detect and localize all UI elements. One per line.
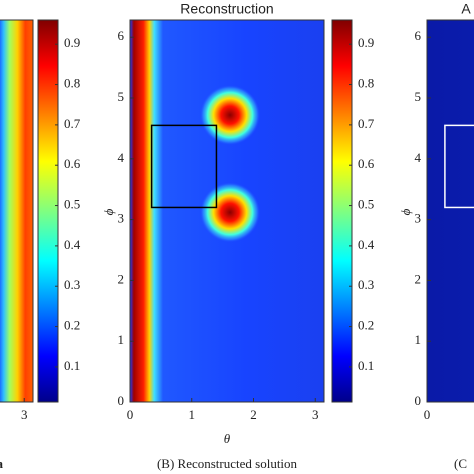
y-axis-label: ϕ — [101, 208, 116, 215]
y-tick-label: 3 — [415, 211, 422, 226]
colorbar-tick-label: 0.7 — [358, 116, 375, 131]
heatmap-panel: 3a — [0, 19, 34, 471]
y-tick-label: 3 — [118, 211, 125, 226]
x-tick-label: 0 — [424, 407, 431, 422]
y-tick-label: 0 — [415, 393, 422, 408]
x-tick-label: 3 — [312, 407, 319, 422]
colorbar-panel: 0.1 0.2 0.3 0.4 0.5 0.6 0.7 0.8 0.9 — [331, 19, 375, 403]
y-tick-label: 5 — [415, 89, 422, 104]
heatmap — [0, 19, 34, 403]
colorbar-tick-label: 0.2 — [358, 318, 374, 333]
y-axis-label: ϕ — [398, 208, 413, 215]
colorbar-tick-label: 0.6 — [64, 156, 81, 171]
x-tick-label: 3 — [21, 407, 28, 422]
panel-caption: (B) Reconstructed solution — [157, 456, 298, 471]
y-tick-label: 2 — [118, 271, 125, 286]
colorbar-tick-label: 0.5 — [64, 197, 80, 212]
colorbar-tick-label: 0.5 — [358, 197, 374, 212]
y-tick-label: 2 — [415, 271, 422, 286]
colorbar-tick-label: 0.9 — [358, 35, 374, 50]
x-tick-label: 2 — [250, 407, 257, 422]
colorbar-tick-label: 0.3 — [64, 277, 80, 292]
region-box — [444, 124, 474, 209]
x-axis-label: θ — [224, 431, 231, 446]
y-tick-label: 6 — [118, 28, 125, 43]
colorbar-tick-label: 0.9 — [64, 35, 80, 50]
peak — [200, 182, 261, 243]
y-tick-label: 5 — [118, 89, 125, 104]
heatmap — [426, 19, 474, 403]
colorbar-tick-label: 0.1 — [64, 358, 80, 373]
y-tick-label: 0 — [118, 393, 125, 408]
panel-title: Reconstruction — [180, 1, 273, 17]
x-tick-label: 0 — [127, 407, 134, 422]
colorbar — [331, 19, 353, 403]
heatmap-panel: 00 1 2 3 4 5 6 Aϕ (C — [398, 1, 474, 471]
colorbar-tick-label: 0.4 — [64, 237, 81, 252]
colorbar-tick-label: 0.1 — [358, 358, 374, 373]
colorbar-tick-label: 0.3 — [358, 277, 374, 292]
panel-title: A — [461, 1, 471, 17]
colorbar-tick-label: 0.8 — [358, 76, 374, 91]
x-tick-label: 1 — [189, 407, 196, 422]
colorbar — [37, 19, 59, 403]
colorbar-tick-label: 0.2 — [64, 318, 80, 333]
panel-caption: (C — [454, 456, 467, 471]
region-box — [150, 124, 218, 209]
heatmap-panel: 0 1 2 3 0 1 2 3 4 5 6 Reconstruction θ ϕ (B) Reconstru… — [101, 1, 325, 471]
panel-caption: a — [0, 456, 4, 471]
colorbar-tick-label: 0.6 — [358, 156, 375, 171]
y-tick-label: 1 — [415, 332, 422, 347]
y-tick-label: 1 — [118, 332, 125, 347]
colorbar-tick-label: 0.8 — [64, 76, 80, 91]
y-tick-label: 4 — [415, 150, 422, 165]
colorbar-tick-label: 0.7 — [64, 116, 81, 131]
colorbar-panel: 0.1 0.2 0.3 0.4 0.5 0.6 0.7 0.8 0.9 — [37, 19, 81, 403]
y-tick-label: 6 — [415, 28, 422, 43]
peak — [200, 85, 261, 146]
y-tick-label: 4 — [118, 150, 125, 165]
colorbar-tick-label: 0.4 — [358, 237, 375, 252]
